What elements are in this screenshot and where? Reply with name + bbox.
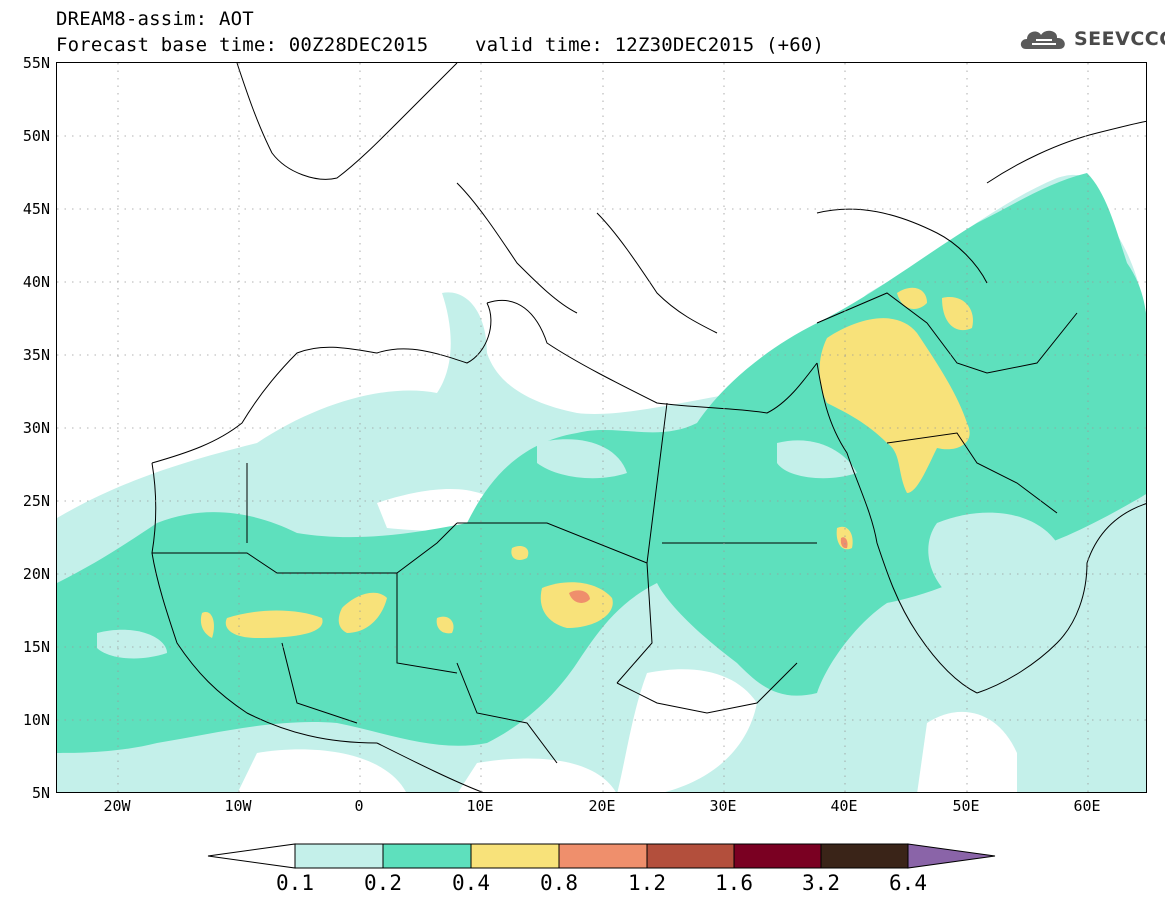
aot-clear-areas (57, 63, 1146, 792)
seevccc-logo: SEEVCCC (1018, 24, 1165, 54)
lon-label: 0 (354, 797, 364, 815)
colorbar-label: 0.4 (452, 871, 490, 895)
lon-label: 20W (103, 797, 131, 815)
colorbar-box-0-2 (382, 843, 472, 869)
colorbar-label: 0.8 (540, 871, 578, 895)
coastlines (151, 63, 1146, 792)
lon-label: 10W (224, 797, 252, 815)
lat-label: 55N (22, 54, 50, 72)
lat-label: 45N (22, 200, 50, 218)
colorbar-label: 0.1 (276, 871, 314, 895)
colorbar-label: 6.4 (889, 871, 927, 895)
map-panel (56, 62, 1147, 793)
lat-label: 5N (31, 784, 50, 802)
lat-label: 40N (22, 273, 50, 291)
aot-holes (97, 439, 1057, 659)
lon-label: 60E (1073, 797, 1101, 815)
lon-label: 50E (952, 797, 980, 815)
lat-label: 25N (22, 492, 50, 510)
lon-label: 30E (709, 797, 737, 815)
lat-label: 10N (22, 711, 50, 729)
lat-label: 20N (22, 565, 50, 583)
colorbar-box-3-2 (820, 843, 909, 869)
lat-label: 35N (22, 346, 50, 364)
lat-label: 50N (22, 127, 50, 145)
aot-region-0-8 (569, 537, 848, 603)
colorbar-box-1-2 (646, 843, 735, 869)
map-title: DREAM8-assim: AOT (56, 8, 254, 30)
lon-label: 40E (830, 797, 858, 815)
colorbar-label: 1.6 (715, 871, 753, 895)
lon-label: 20E (588, 797, 616, 815)
colorbar-label: 0.2 (364, 871, 402, 895)
aot-map (57, 63, 1146, 792)
forecast-time-line: Forecast base time: 00Z28DEC2015 valid t… (56, 34, 825, 56)
colorbar-label: 1.2 (628, 871, 666, 895)
cloud-logo-icon (1020, 30, 1065, 49)
colorbar-box-1-6 (733, 843, 822, 869)
aot-region-0-4 (200, 287, 973, 638)
lat-label: 30N (22, 419, 50, 437)
lat-label: 15N (22, 638, 50, 656)
colorbar-box-0-4 (470, 843, 560, 869)
colorbar-under-arrow (207, 843, 296, 869)
colorbar-label: 3.2 (802, 871, 840, 895)
colorbar-box-0-1 (294, 843, 384, 869)
lon-label: 10E (466, 797, 494, 815)
colorbar-box-0-8 (558, 843, 648, 869)
aot-colorbar (207, 843, 996, 869)
colorbar-over-arrow (907, 843, 996, 869)
logo-text: SEEVCCC (1074, 28, 1165, 50)
